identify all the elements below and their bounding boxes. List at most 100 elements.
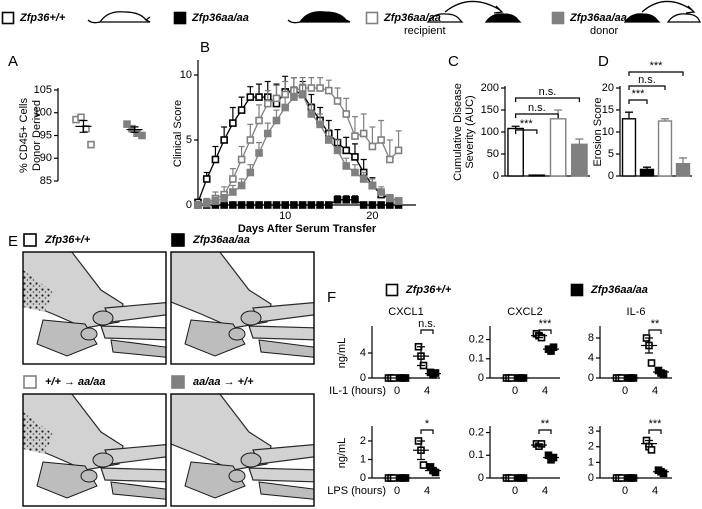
y-axis-label: Severity (AUC) <box>464 95 476 168</box>
point <box>237 181 246 190</box>
point <box>647 446 656 454</box>
point <box>307 201 316 209</box>
chart-title: IL-6 <box>627 306 646 318</box>
significance-bracket <box>628 85 666 90</box>
bar <box>657 120 673 177</box>
point <box>272 116 281 125</box>
point <box>333 196 342 204</box>
legend-swatch <box>551 11 565 25</box>
point <box>290 201 298 209</box>
sem-bar <box>130 126 139 133</box>
y-tick-label: 4 <box>360 347 366 359</box>
x-axis-label: Days After Serum Transfer <box>238 223 377 235</box>
point <box>419 461 428 469</box>
series-line <box>198 199 399 206</box>
significance-bracket <box>628 99 648 104</box>
point <box>246 168 255 177</box>
point <box>342 146 351 155</box>
annotation: *** <box>632 88 646 100</box>
y-tick-label: 50 <box>487 148 499 160</box>
y-tick-label: 0 <box>360 372 366 384</box>
point <box>298 90 307 99</box>
image-label-swatch <box>171 233 185 247</box>
annotation: * <box>425 418 430 430</box>
point <box>202 199 211 208</box>
annotation: *** <box>650 60 664 72</box>
point <box>316 120 324 129</box>
error-bar <box>679 157 687 164</box>
panel-letter: F <box>327 289 336 306</box>
mouse-icons <box>87 0 702 24</box>
x-tick-label: 0 <box>394 485 400 497</box>
sem-bar <box>79 119 88 133</box>
y-tick-label: 1 <box>588 456 594 468</box>
y-tick-label: 0 <box>478 472 484 484</box>
y-tick-label: 105 <box>34 84 52 96</box>
point <box>351 168 359 177</box>
legend-label: Zfp36aa/aa <box>383 12 441 24</box>
legend-label: Zfp36aa/aa <box>569 12 627 24</box>
point <box>307 84 316 92</box>
error-bar <box>643 166 651 170</box>
x-tick-label: 0 <box>394 385 400 397</box>
point <box>324 136 333 144</box>
y-tick-label: 0 <box>608 170 614 182</box>
annotation: n.s. <box>528 102 546 114</box>
point <box>220 194 228 203</box>
y-tick-label: 5 <box>608 148 614 160</box>
point <box>377 136 385 144</box>
point <box>359 201 368 209</box>
bone-render <box>171 252 314 359</box>
point <box>316 84 324 92</box>
point <box>263 129 272 138</box>
significance-bracket <box>515 129 538 134</box>
point <box>368 201 377 209</box>
annotation: n.s. <box>539 86 557 98</box>
annotation: ** <box>651 318 660 330</box>
y-tick-label: 0 <box>478 372 484 384</box>
image-label: +/+ → aa/aa <box>45 376 106 388</box>
point <box>333 146 342 155</box>
y-axis-label: Cumulative Disease <box>452 83 464 181</box>
significance-bracket <box>515 97 580 102</box>
x-tick-label: 4 <box>542 385 548 397</box>
point <box>237 201 246 209</box>
significance-bracket <box>515 113 559 118</box>
point <box>229 201 237 209</box>
sem-bar <box>429 468 437 474</box>
point <box>255 149 263 157</box>
y-tick-label: 2 <box>360 435 366 447</box>
bone-render <box>23 394 166 501</box>
micro-ct <box>22 393 167 507</box>
image-label-swatch <box>171 375 185 389</box>
y-axis-label: ng/mL <box>336 338 348 369</box>
y-tick-label: 0 <box>588 372 594 384</box>
chart-title: CXCL1 <box>388 306 423 318</box>
bone <box>171 252 314 359</box>
annotation: n.s. <box>418 318 436 330</box>
y-tick-label: 10 <box>602 126 614 138</box>
significance-bracket <box>538 329 552 334</box>
frame <box>22 251 167 365</box>
series-line <box>197 89 399 203</box>
frame <box>170 393 315 507</box>
y-axis-label: Clinical Score <box>172 100 184 167</box>
point <box>87 140 95 149</box>
point <box>290 93 298 101</box>
y-axis-label: ng/mL <box>336 438 348 469</box>
error-bar <box>625 111 633 119</box>
point <box>211 155 220 164</box>
image-label-swatch <box>23 233 37 247</box>
y-tick-label: 8 <box>588 332 594 344</box>
bar <box>675 162 691 177</box>
point <box>255 93 263 101</box>
point <box>229 175 237 183</box>
panel-letter: E <box>8 233 18 250</box>
x-tick-label: 4 <box>652 385 658 397</box>
point <box>263 201 272 209</box>
point <box>359 129 368 138</box>
point <box>237 106 246 114</box>
point <box>351 153 359 161</box>
panel-letter: C <box>448 53 459 70</box>
